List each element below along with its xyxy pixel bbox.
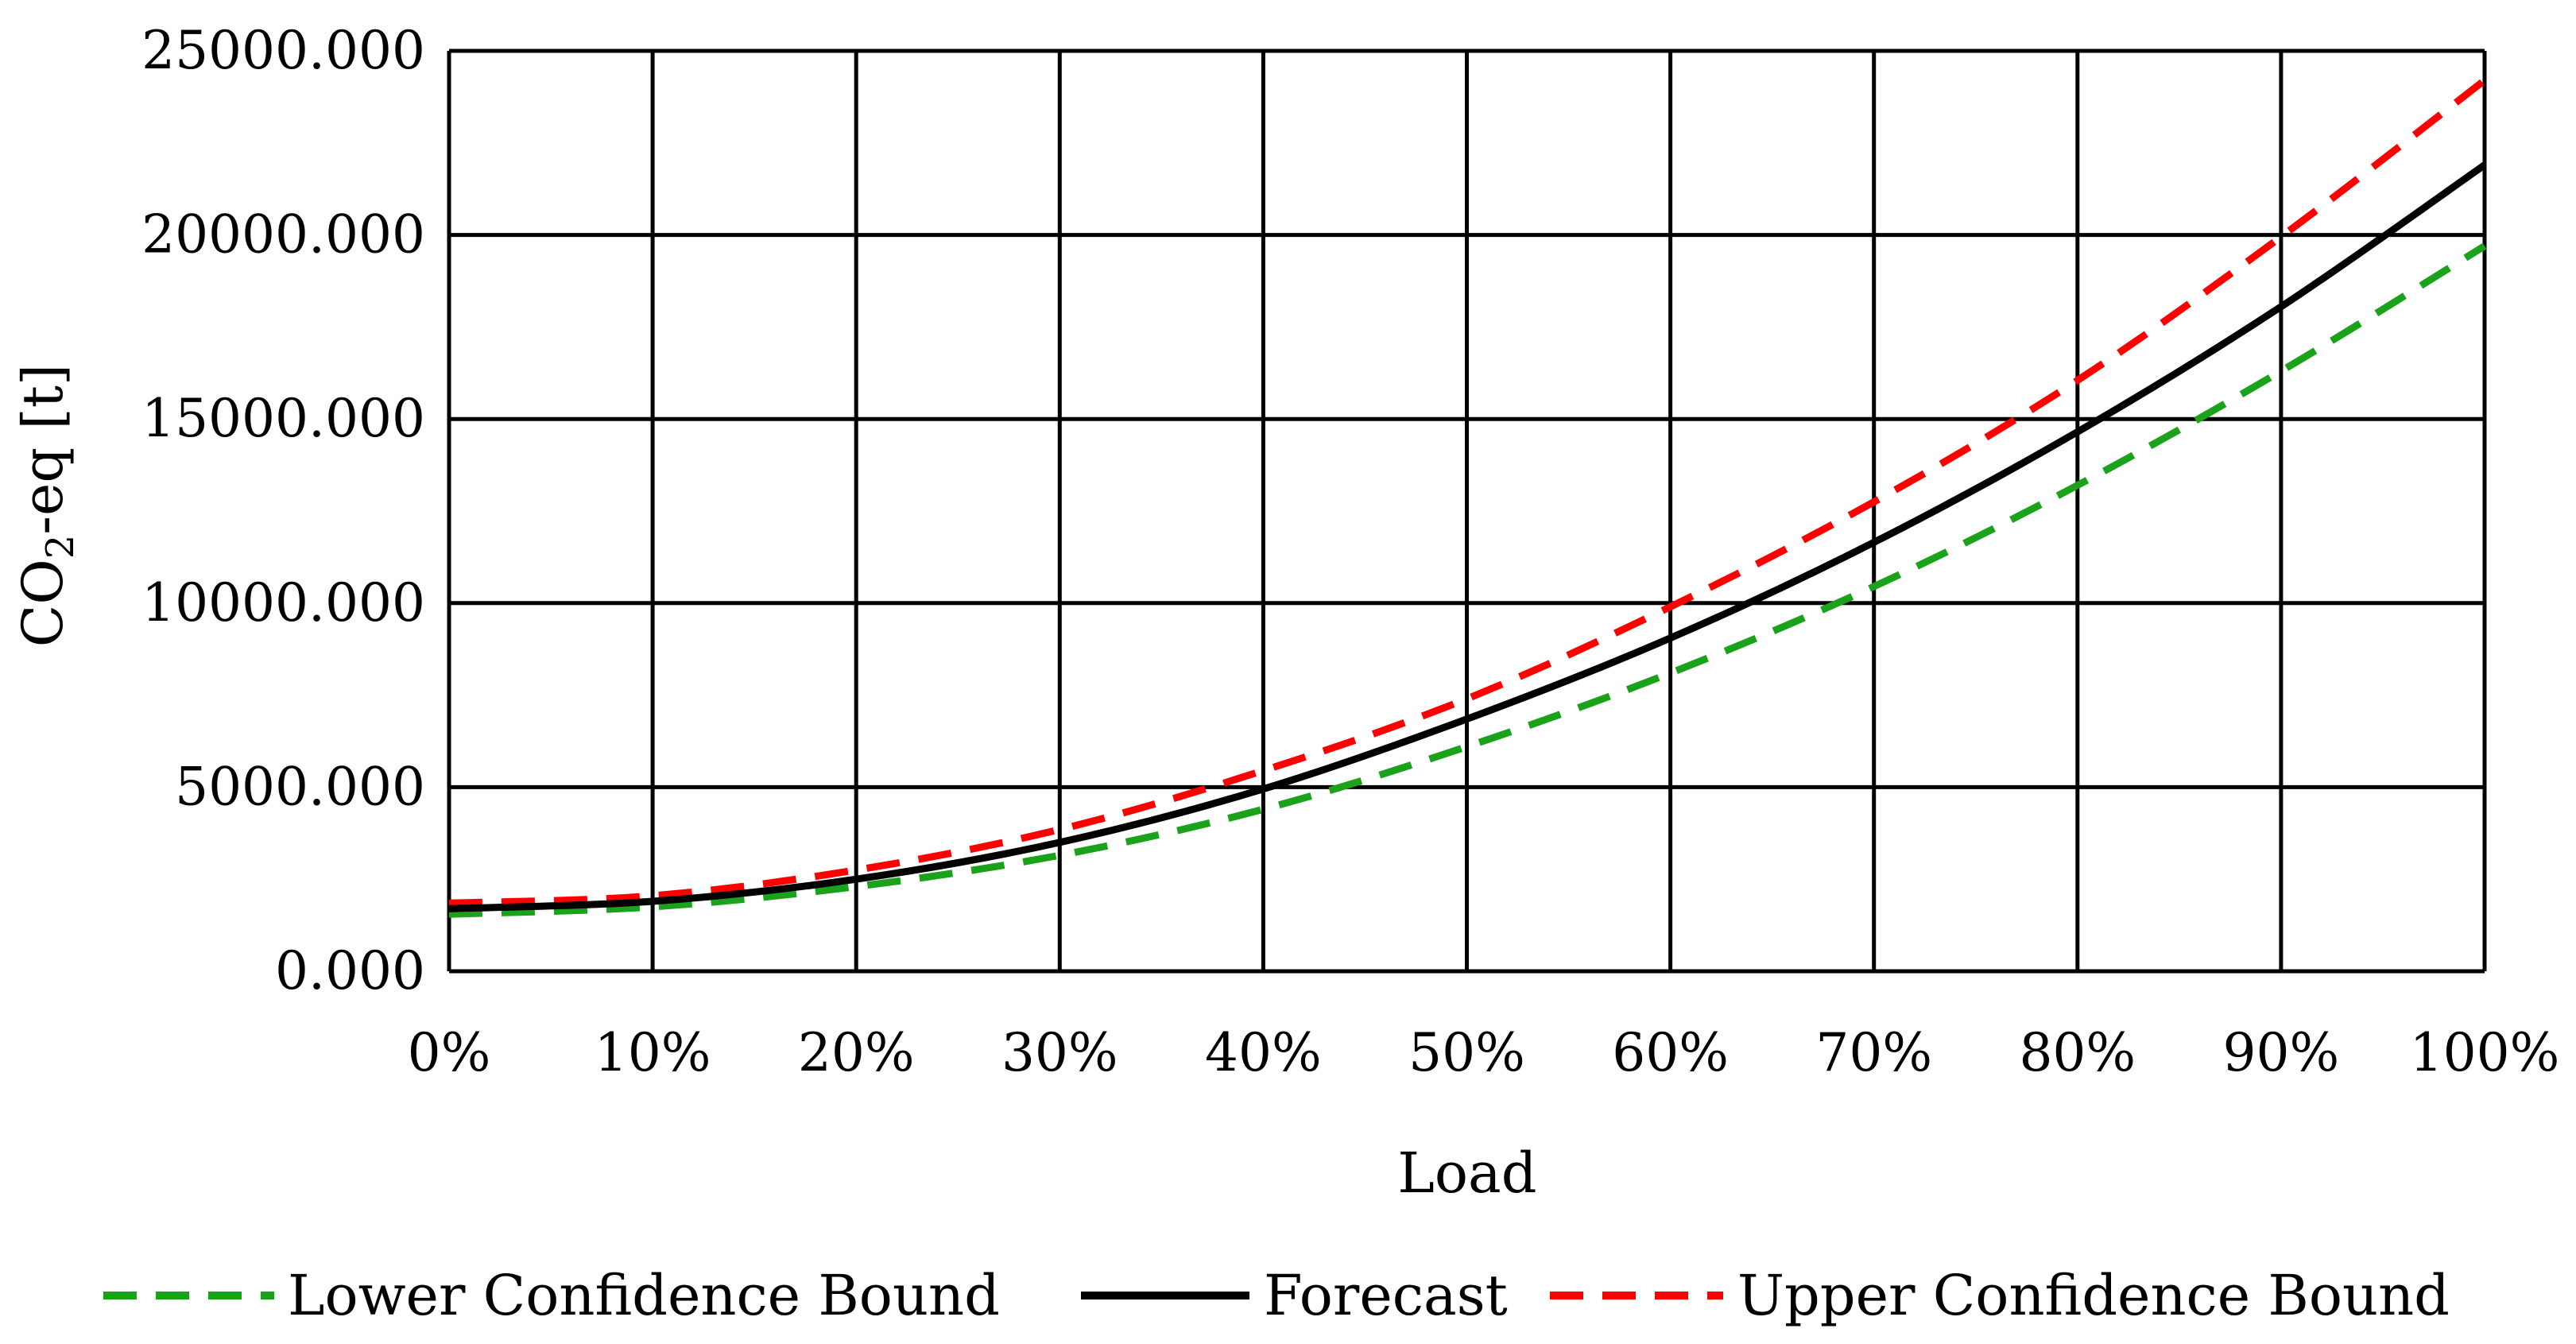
x-tick-label: 40% xyxy=(1205,1022,1322,1083)
legend-label-forecast: Forecast xyxy=(1264,1263,1508,1328)
series-line-lower-confidence-bound xyxy=(448,242,2487,918)
legend-item-lower: Lower Confidence Bound xyxy=(103,1263,1000,1328)
x-tick-label: 10% xyxy=(595,1022,711,1083)
grid-lines xyxy=(447,48,2487,974)
y-axis-title: CO2-eq [t] xyxy=(10,364,83,647)
x-tick-label: 50% xyxy=(1408,1022,1525,1083)
y-axis-title-rest: -eq [t] xyxy=(10,364,76,535)
legend-item-upper: Upper Confidence Bound xyxy=(1550,1263,2450,1328)
x-tick-labels: 0% 10% 20% 30% 40% 50% 60% 70% 80% 90% 100% xyxy=(408,1022,2560,1083)
y-tick-label: 0.000 xyxy=(275,940,425,1001)
legend-label-lower: Lower Confidence Bound xyxy=(288,1263,1000,1328)
x-tick-label: 70% xyxy=(1815,1022,1932,1083)
x-tick-label: 60% xyxy=(1612,1022,1729,1083)
series-lines xyxy=(448,77,2487,918)
y-tick-label: 20000.000 xyxy=(141,204,425,265)
y-axis-title-main: CO xyxy=(10,559,76,647)
y-tick-label: 5000.000 xyxy=(175,756,425,817)
y-tick-labels: 0.000 5000.000 10000.000 15000.000 20000.000… xyxy=(141,20,425,1001)
y-tick-label: 10000.000 xyxy=(141,572,425,633)
y-axis-title-subscript: 2 xyxy=(38,535,83,560)
legend-item-forecast: Forecast xyxy=(1081,1263,1508,1328)
x-tick-label: 30% xyxy=(1001,1022,1118,1083)
y-tick-label: 25000.000 xyxy=(141,20,425,81)
x-tick-label: 0% xyxy=(408,1022,491,1083)
x-tick-label: 80% xyxy=(2019,1022,2136,1083)
x-axis-title: Load xyxy=(1397,1141,1536,1206)
x-tick-label: 20% xyxy=(798,1022,915,1083)
series-line-upper-confidence-bound xyxy=(448,77,2487,907)
series-line-forecast xyxy=(448,161,2487,912)
legend-label-upper: Upper Confidence Bound xyxy=(1737,1263,2450,1328)
x-tick-label: 100% xyxy=(2410,1022,2560,1083)
y-tick-label: 15000.000 xyxy=(141,388,425,449)
legend: Lower Confidence Bound Forecast Upper Co… xyxy=(103,1263,2450,1328)
x-tick-label: 90% xyxy=(2223,1022,2340,1083)
